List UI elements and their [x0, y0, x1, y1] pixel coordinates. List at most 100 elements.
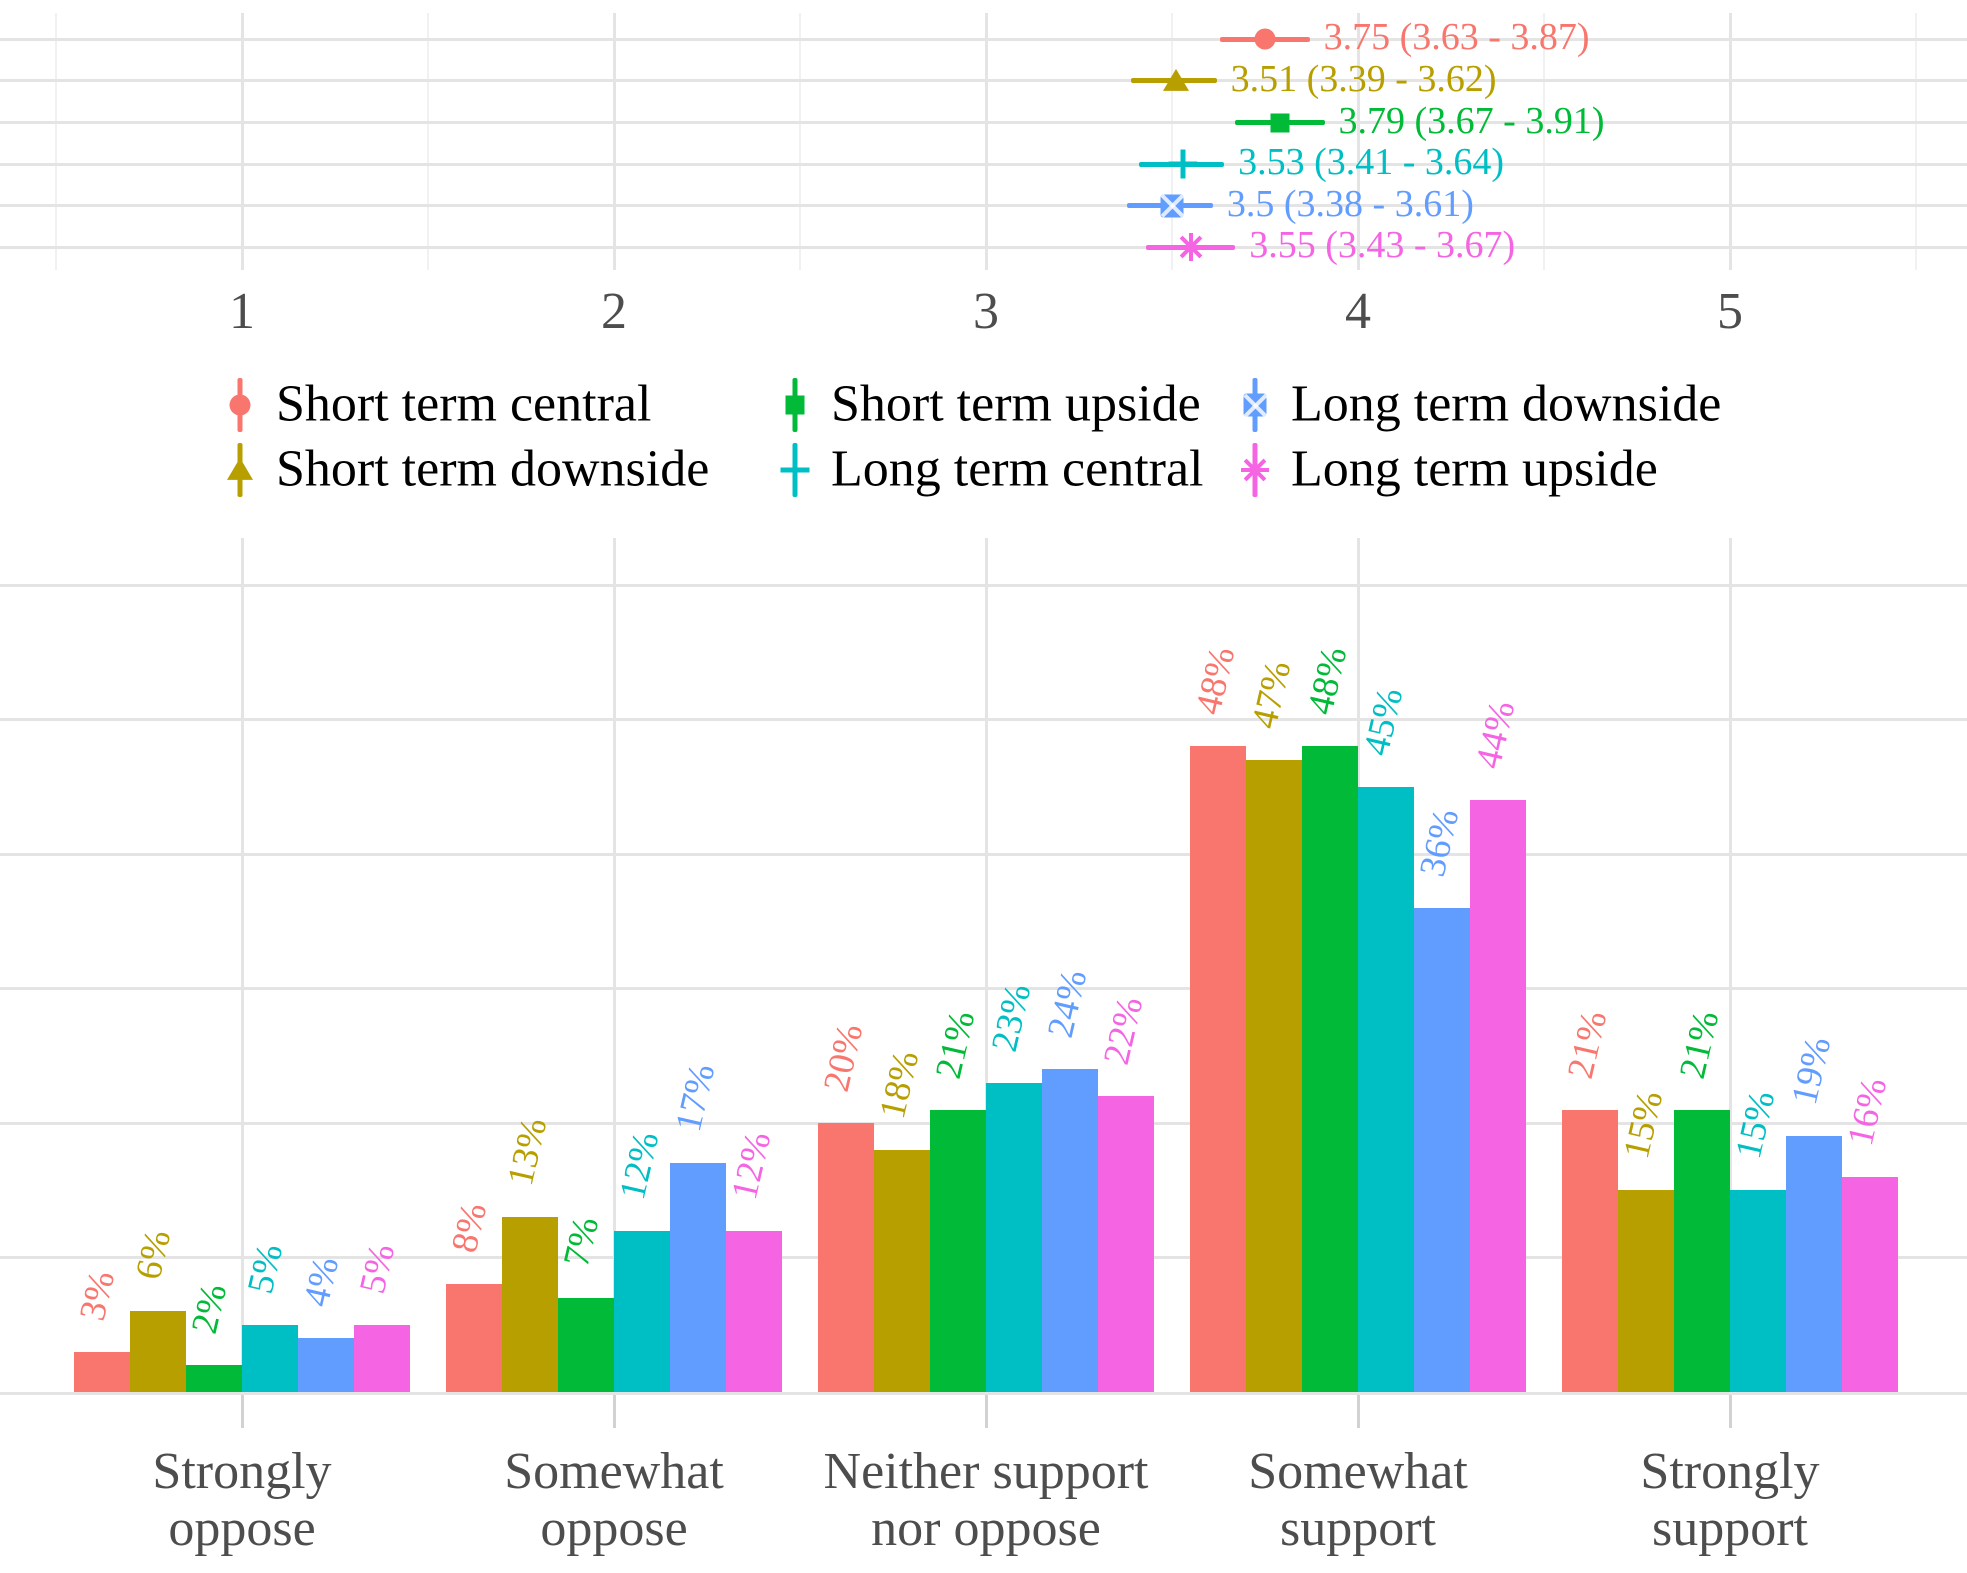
bar: 18%	[872, 1047, 930, 1392]
bar-group: 3% 6% 2% 5% 4% 5%	[72, 538, 410, 1392]
x-axis-tick-label: 1	[229, 283, 255, 340]
legend-item-label: Long term central	[831, 440, 1204, 498]
mean-ci-label: 3.51 (3.39 - 3.62)	[1230, 58, 1497, 101]
bar-value-label: 5%	[351, 1239, 404, 1298]
mean-ci-label: 3.5 (3.38 - 3.61)	[1226, 182, 1474, 225]
legend-item-label: Short term upside	[831, 375, 1201, 433]
bar: 5%	[352, 1240, 410, 1392]
bar: 5%	[240, 1240, 298, 1392]
bar-value-label: 36%	[1411, 804, 1468, 881]
category-axis-label: Somewhat support	[1248, 1443, 1468, 1557]
category-axis-label: Neither support nor oppose	[823, 1443, 1149, 1557]
gridline-percent-horizontal	[0, 583, 1967, 587]
bar: 8%	[444, 1200, 502, 1392]
mean-ci-label: 3.53 (3.41 - 3.64)	[1238, 141, 1505, 184]
gridline-major-vertical	[984, 13, 988, 270]
bar-value-label: 22%	[1095, 993, 1152, 1069]
bar-value-label: 15%	[1615, 1087, 1672, 1163]
gridline-percent-horizontal	[0, 718, 1967, 721]
gridline-major-vertical	[1356, 13, 1360, 270]
bar: 4%	[296, 1253, 354, 1392]
bar-value-label: 21%	[1559, 1006, 1616, 1083]
bar: 21%	[1560, 1007, 1618, 1392]
gridline-major-vertical	[240, 13, 244, 270]
gridline-percent-horizontal	[0, 852, 1967, 856]
bar: 3%	[72, 1267, 130, 1392]
bar-value-label: 17%	[667, 1060, 724, 1136]
bar: 48%	[1188, 644, 1246, 1392]
bar-group: 20% 18% 21% 23% 24% 22%	[815, 538, 1154, 1392]
bar-value-label: 19%	[1783, 1033, 1840, 1109]
x-axis-tick-label: 4	[1345, 283, 1371, 340]
x-axis-tick-label: 5	[1717, 283, 1743, 340]
bar: 19%	[1784, 1034, 1842, 1392]
bar: 12%	[612, 1128, 670, 1392]
gridline-row-horizontal	[0, 79, 1967, 83]
bar: 22%	[1096, 993, 1154, 1392]
x-axis-tick-label: 2	[601, 283, 627, 340]
x-axis-tick-mark	[1728, 1395, 1732, 1428]
gridline-category-vertical	[1728, 538, 1732, 1392]
bar-value-label: 12%	[611, 1127, 668, 1204]
bar: 6%	[128, 1226, 186, 1392]
marker-shape-piece	[1160, 194, 1184, 218]
bar: 7%	[556, 1213, 614, 1392]
marker-shape-piece	[785, 395, 805, 415]
mean-ci-label: 3.79 (3.67 - 3.91)	[1338, 99, 1605, 142]
bar-value-label: 5%	[239, 1239, 292, 1298]
bar-value-label: 47%	[1243, 656, 1300, 733]
gridline-minor-vertical	[1915, 13, 1917, 270]
gridline-minor-vertical	[1171, 13, 1173, 270]
legend-item-label: Short term downside	[276, 440, 710, 498]
gridline-minor-vertical	[427, 13, 429, 270]
bar: 2%	[184, 1280, 242, 1392]
gridline-row-horizontal	[0, 204, 1967, 208]
x-axis-tick-mark	[984, 1395, 988, 1428]
x-axis-line	[0, 1392, 1967, 1395]
legend-item-label: Short term central	[276, 375, 652, 433]
marker-shape-piece	[229, 394, 251, 416]
gridline-category-vertical	[984, 538, 988, 1392]
bar-value-label: 12%	[723, 1127, 780, 1204]
gridline-major-vertical	[1728, 13, 1732, 270]
bar: 44%	[1468, 697, 1526, 1392]
legend-item-label: Long term upside	[1291, 440, 1658, 498]
marker-shape-piece	[1270, 113, 1290, 133]
bar-value-label: 7%	[555, 1213, 608, 1271]
legend-item-label: Long term downside	[1291, 375, 1722, 433]
category-axis-label: Strongly support	[1640, 1443, 1820, 1557]
bar-value-label: 44%	[1467, 697, 1524, 773]
marker-shape-piece	[227, 457, 253, 480]
marker-shape-piece	[1162, 68, 1189, 91]
bar-value-label: 45%	[1355, 683, 1412, 760]
bar: 47%	[1244, 657, 1302, 1392]
bar-value-label: 23%	[983, 979, 1040, 1056]
gridline-row-horizontal	[0, 245, 1967, 249]
gridline-minor-vertical	[55, 13, 57, 270]
category-axis-label: Strongly oppose	[152, 1443, 332, 1557]
gridline-minor-vertical	[1543, 13, 1545, 270]
gridline-row-horizontal	[0, 37, 1967, 41]
bar-value-label: 48%	[1299, 643, 1356, 719]
gridline-row-horizontal	[0, 121, 1967, 125]
bar-value-label: 6%	[127, 1226, 180, 1284]
bar: 36%	[1412, 805, 1470, 1392]
mean-ci-label: 3.55 (3.43 - 3.67)	[1249, 224, 1516, 267]
bar-value-label: 4%	[295, 1253, 348, 1311]
bar-value-label: 8%	[443, 1199, 496, 1257]
bar-value-label: 18%	[871, 1047, 928, 1123]
pointrange-panel: 3.75 (3.63 - 3.87) 3.51 (3.39 - 3.62) 3.79…	[0, 13, 1967, 270]
bar-value-label: 48%	[1187, 643, 1244, 719]
bar-value-label: 13%	[499, 1114, 556, 1190]
marker-shape-piece	[1254, 28, 1276, 50]
bar: 21%	[928, 1007, 986, 1392]
bar-value-label: 16%	[1839, 1073, 1896, 1150]
bar-value-label: 3%	[71, 1266, 124, 1325]
x-axis-tick-mark	[1356, 1395, 1360, 1428]
bar-value-label: 20%	[815, 1020, 872, 1096]
bar-value-label: 2%	[183, 1280, 236, 1338]
gridline-percent-horizontal	[0, 987, 1967, 990]
bar: 24%	[1040, 966, 1098, 1392]
bar: 13%	[500, 1114, 558, 1392]
